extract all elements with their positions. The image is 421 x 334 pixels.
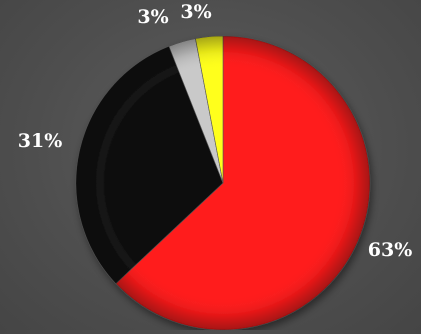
slice-label-2: 31% (18, 130, 63, 152)
pie-bevel-overlay (76, 36, 370, 330)
slice-label-4: 3% (180, 1, 211, 23)
slice-label-1: 63% (368, 239, 413, 261)
slice-label-3: 3% (137, 6, 168, 28)
